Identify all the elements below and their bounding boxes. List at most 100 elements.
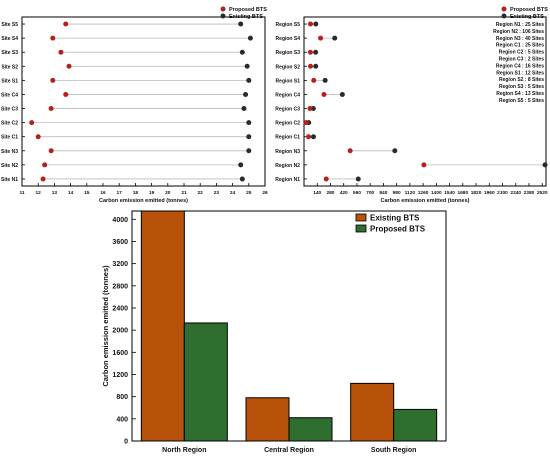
right-dumbbell-xtick-label: 1960 <box>484 190 495 196</box>
right-dumbbell-existing-point <box>322 77 328 83</box>
right-dumbbell-xtick-label: 1260 <box>418 190 429 196</box>
bar-ytick-label: 3200 <box>112 261 128 268</box>
right-dumbbell-site-count-annotation: Region C1 : 25 Sites <box>496 43 544 49</box>
right-dumbbell-legend-existing-marker <box>501 13 507 19</box>
right-dumbbell-proposed-point <box>308 63 314 69</box>
right-dumbbell-site-count-annotation: Region S5 : 5 Sites <box>499 98 544 104</box>
right-dumbbell-category-label: Region C1 <box>275 135 300 141</box>
right-dumbbell-proposed-point <box>303 120 309 126</box>
left-dumbbell-proposed-point <box>63 21 69 27</box>
left-dumbbell-legend-existing-label: Existing BTS <box>229 14 263 20</box>
existing-bar <box>245 397 290 442</box>
left-dumbbell-category-label: Site N1 <box>1 177 18 183</box>
left-dumbbell-xtick-label: 24 <box>230 190 236 196</box>
right-dumbbell-proposed-point <box>311 77 317 83</box>
right-dumbbell-xtick-label: 840 <box>379 190 387 196</box>
bar-legend-proposed-swatch <box>355 224 367 233</box>
bar-ytick-label: 2400 <box>112 305 128 312</box>
bar-ytick-label: 4000 <box>112 217 128 224</box>
right-dumbbell-xtick-label: 980 <box>393 190 401 196</box>
bar-chart: North Region Central Region South Region 0 4… <box>101 210 447 454</box>
left-dumbbell-proposed-point <box>48 106 54 112</box>
left-dumbbell-proposed-point <box>50 35 56 41</box>
left-dumbbell-xtick-label: 22 <box>198 190 204 196</box>
left-dumbbell-xtick-label: 16 <box>100 190 106 196</box>
existing-bar <box>140 210 185 442</box>
left-dumbbell-legend-proposed-marker <box>220 6 226 12</box>
right-dumbbell-site-count-annotation: Region S2 : 8 Sites <box>499 77 544 83</box>
left-dumbbell-existing-point <box>239 176 245 182</box>
right-dumbbell-existing-point <box>355 176 361 182</box>
left-dumbbell-existing-point <box>239 49 245 55</box>
left-dumbbell-xtick-label: 21 <box>181 190 187 196</box>
right-dumbbell-xtick-label: 1820 <box>471 190 482 196</box>
right-dumbbell-xtick-label: 1120 <box>405 190 416 196</box>
left-dumbbell-xtick-label: 13 <box>52 190 58 196</box>
left-dumbbell-category-label: Site S4 <box>1 36 18 42</box>
bar-legend-proposed-label: Proposed BTS <box>370 225 426 234</box>
right-dumbbell-xtick-label: 420 <box>340 190 348 196</box>
right-dumbbell-existing-point <box>310 134 316 140</box>
right-dumbbell-legend-proposed-label: Proposed BTS <box>510 7 548 13</box>
right-dumbbell-category-label: Region S3 <box>276 50 301 56</box>
bar-ytick-label: 1200 <box>112 372 128 379</box>
left-dumbbell-x-axis-title: Carbon emission emitted (tonnes) <box>99 198 188 204</box>
left-dumbbell-category-label: Site C1 <box>1 135 18 141</box>
left-dumbbell-xtick-label: 17 <box>117 190 123 196</box>
right-dumbbell-category-label: Region S4 <box>276 36 301 42</box>
left-dumbbell-proposed-point <box>58 49 64 55</box>
left-dumbbell-proposed-point <box>66 63 72 69</box>
right-dumbbell-category-label: Region C4 <box>275 92 300 98</box>
right-dumbbell-site-count-annotation: Region S1 : 12 Sites <box>496 70 544 76</box>
left-dumbbell-existing-point <box>246 77 252 83</box>
left-dumbbell-proposed-point <box>48 148 54 154</box>
left-dumbbell-category-label: Site N2 <box>1 163 18 169</box>
right-dumbbell-proposed-point <box>308 21 314 27</box>
bar-category-label: South Region <box>371 447 417 454</box>
left-dumbbell-legend-existing-marker <box>220 13 226 19</box>
right-dumbbell-existing-point <box>332 35 338 41</box>
left-dumbbell-category-label: Site S3 <box>1 50 18 56</box>
right-dumbbell-existing-point <box>313 49 319 55</box>
right-dumbbell-legend-proposed-marker <box>501 6 507 12</box>
right-dumbbell-existing-point <box>392 148 398 154</box>
bar-category-label: North Region <box>162 447 206 454</box>
right-dumbbell-site-count-annotation: Region N1 : 25 Sites <box>496 22 544 28</box>
right-dumbbell-category-label: Region S5 <box>276 22 301 28</box>
right-dumbbell-xtick-label: 560 <box>353 190 361 196</box>
right-dumbbell-proposed-point <box>421 162 427 168</box>
right-dumbbell-chart: Region S5 Region S4 Region S3 Region S2 Regi… <box>275 6 548 204</box>
right-dumbbell-proposed-point <box>323 176 329 182</box>
right-dumbbell-existing-point <box>313 21 319 27</box>
right-dumbbell-category-label: Region N2 <box>275 163 300 169</box>
right-dumbbell-xtick-label: 280 <box>326 190 334 196</box>
left-dumbbell-xtick-label: 18 <box>133 190 139 196</box>
right-dumbbell-xtick-label: 1540 <box>444 190 455 196</box>
right-dumbbell-site-count-annotation: Region C2 : 5 Sites <box>499 50 545 56</box>
left-dumbbell-xtick-label: 25 <box>246 190 252 196</box>
right-dumbbell-x-axis-title: Carbon emission emitted (tonnes) <box>381 198 470 204</box>
right-dumbbell-category-label: Region C3 <box>275 107 300 113</box>
left-dumbbell-existing-point <box>246 120 252 126</box>
left-dumbbell-category-label: Site C4 <box>1 92 18 98</box>
right-dumbbell-proposed-point <box>307 106 313 112</box>
left-dumbbell-xtick-label: 23 <box>214 190 220 196</box>
bar-ytick-label: 1600 <box>112 350 128 357</box>
bar-legend-existing-swatch <box>355 213 367 222</box>
left-dumbbell-xtick-label: 11 <box>19 190 24 196</box>
bar-legend-existing-label: Existing BTS <box>370 214 420 223</box>
left-dumbbell-existing-point <box>243 91 249 97</box>
left-dumbbell-xtick-label: 15 <box>84 190 90 196</box>
right-dumbbell-xtick-label: 2380 <box>524 190 535 196</box>
left-dumbbell-proposed-point <box>50 77 56 83</box>
right-dumbbell-existing-point <box>542 162 548 168</box>
right-dumbbell-site-count-annotation: Region N2 : 106 Sites <box>493 29 544 35</box>
bar-ytick-label: 400 <box>116 416 128 423</box>
left-dumbbell-proposed-point <box>35 134 41 140</box>
right-dumbbell-frame <box>303 16 547 187</box>
right-dumbbell-existing-point <box>313 63 319 69</box>
right-dumbbell-proposed-point <box>318 35 324 41</box>
bar-y-axis-title: Carbon emission emitted (tonnes) <box>101 265 110 387</box>
left-dumbbell-proposed-point <box>40 176 46 182</box>
